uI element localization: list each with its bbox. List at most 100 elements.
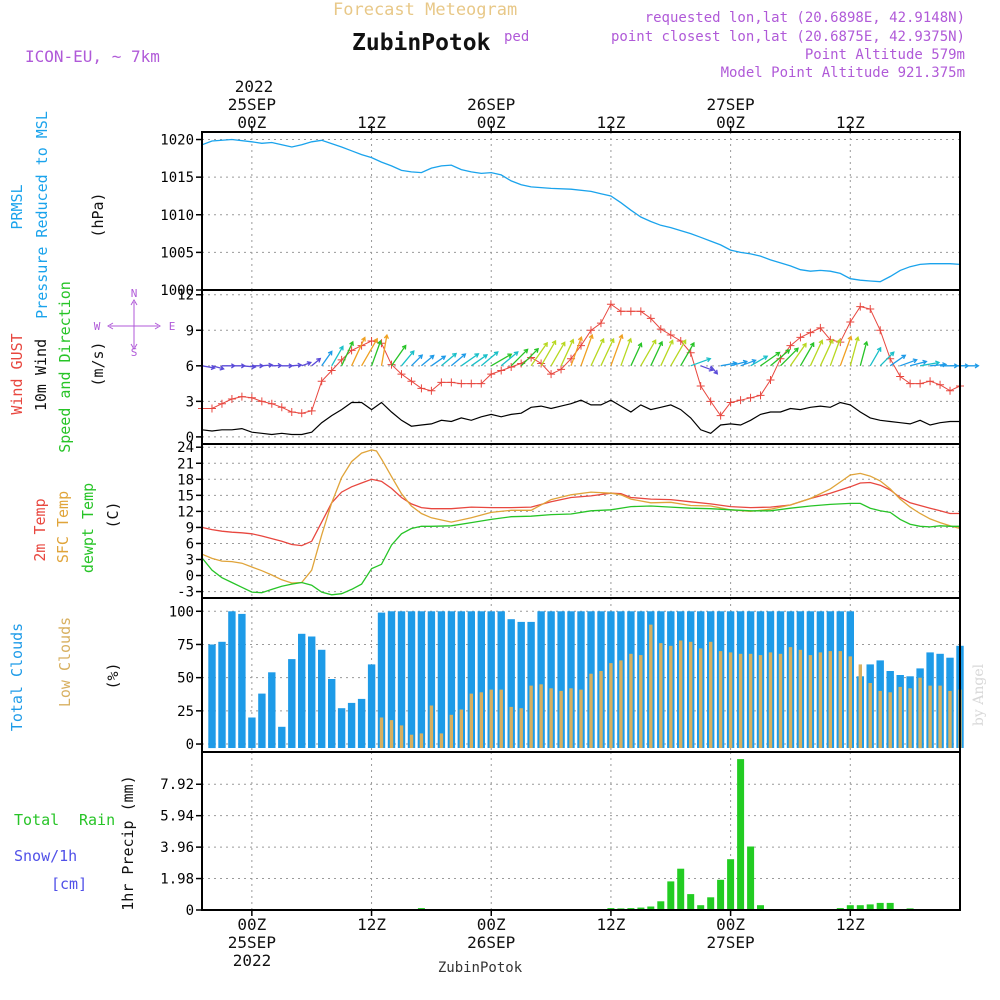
gust-point-53 <box>726 398 735 407</box>
low-cloud-bar-23 <box>439 733 444 748</box>
wind-unit: (m/s) <box>89 341 107 386</box>
cloud-unit: (%) <box>104 662 122 689</box>
bottom-hour-label-3: 12Z <box>596 915 625 934</box>
wind-arrow-10 <box>301 361 313 367</box>
low-cloud-bar-21 <box>419 733 424 748</box>
wind-arrow-17 <box>370 339 382 367</box>
low-cloud-bar-53 <box>738 653 743 749</box>
wind10m-line <box>201 399 960 436</box>
gust-point-27 <box>467 379 476 388</box>
ytick-label-1: 3 <box>186 394 194 410</box>
gust-point-68 <box>876 326 885 335</box>
low-cloud-bar-20 <box>409 734 414 748</box>
low-cloud-bar-25 <box>459 709 463 748</box>
low-cloud-bar-17 <box>379 717 384 748</box>
gust-point-62 <box>816 323 825 332</box>
wind-arrow-16 <box>361 337 378 367</box>
wind-arrow-51 <box>710 365 719 375</box>
panel-wind: 0 3 6 9 12 <box>177 288 980 446</box>
model-label: ICON-EU, ~ 7km <box>25 47 160 66</box>
ytick-label-2: 6 <box>186 359 194 375</box>
bottom-date-label-4: 27SEP <box>707 933 755 952</box>
rain-bar-43 <box>637 907 645 910</box>
wind-arrow-68 <box>879 351 895 367</box>
low-cloud-bar-50 <box>709 641 713 748</box>
total-cloud-bar-10 <box>308 636 316 748</box>
low-cloud-bar-67 <box>878 690 882 748</box>
wind-arrow-24 <box>440 352 458 367</box>
total-cloud-bar-28 <box>487 611 495 748</box>
low-cloud-bar-34 <box>549 688 553 748</box>
top-date-label-0: 25SEP <box>228 95 276 114</box>
panel-frame-0 <box>201 131 961 291</box>
gust-point-29 <box>487 370 496 379</box>
total-cloud-bar-1 <box>218 641 226 748</box>
total-cloud-bar-3 <box>238 613 246 748</box>
gust-point-45 <box>646 314 655 323</box>
wind-arrow-67 <box>869 346 882 367</box>
low-cloud-bar-19 <box>399 725 404 748</box>
wind-arrow-9 <box>291 362 303 368</box>
location-title: ZubinPotok <box>352 30 491 56</box>
total-cloud-bar-19 <box>397 611 406 748</box>
total-cloud-bar-12 <box>328 679 336 748</box>
footer-location: ZubinPotok <box>438 960 523 976</box>
low-cloud-bar-63 <box>838 651 842 748</box>
total-cloud-bar-25 <box>457 611 465 748</box>
top-hour-label-2: 00Z <box>477 113 506 132</box>
total-cloud-bar-30 <box>507 619 515 748</box>
gust-point-71 <box>906 379 915 388</box>
wind-arrow-21 <box>410 354 424 367</box>
low-cloud-bar-31 <box>519 708 523 748</box>
rain-bar-46 <box>667 881 675 910</box>
ytick-label-1: 1005 <box>160 245 194 261</box>
gust-point-12 <box>317 377 326 386</box>
panel-precipitation: 0 1.98 3.96 5.94 7.92 <box>160 752 960 919</box>
gust-point-55 <box>746 393 755 402</box>
low-cloud-bar-49 <box>699 648 703 748</box>
low-cloud-bar-32 <box>529 685 533 748</box>
temp-line-2 <box>201 502 960 596</box>
wind-arrow-20 <box>401 350 415 367</box>
point-altitude: Point Altitude 579m <box>805 47 965 63</box>
gust-point-6 <box>257 397 266 406</box>
low-cloud-bar-59 <box>798 649 803 748</box>
low-cloud-bar-24 <box>449 714 453 748</box>
wind-arrow-27 <box>470 354 489 367</box>
wind-arrow-70 <box>899 358 918 367</box>
low-cloud-bar-51 <box>718 651 723 748</box>
wind-arrow-45 <box>650 340 664 367</box>
gust-point-20 <box>397 370 406 379</box>
gust-point-50 <box>696 381 705 390</box>
wind-arrow-8 <box>281 363 294 369</box>
pressure-unit: (hPa) <box>89 192 107 237</box>
gust-point-36 <box>557 365 566 374</box>
wind-arrow-61 <box>809 339 824 367</box>
gust-point-9 <box>287 408 296 417</box>
gust-point-1 <box>207 404 216 413</box>
gust-point-26 <box>457 379 466 388</box>
precip-labels: Total Rain Snow/1h [cm] 1hr Precip (mm) <box>14 775 137 910</box>
gust-point-22 <box>417 384 426 393</box>
gust-point-54 <box>736 396 745 405</box>
low-cloud-bar-73 <box>938 685 942 748</box>
gust-point-75 <box>946 386 955 395</box>
total-cloud-bar-27 <box>477 611 485 748</box>
low-cloud-bar-64 <box>848 656 852 748</box>
wind-labels: Wind GUST 10m Wind Speed and Direction (… <box>8 281 175 453</box>
total-cloud-bar-37 <box>577 611 585 748</box>
wind-arrow-53 <box>730 359 749 367</box>
wind-arrow-50 <box>700 365 714 372</box>
gust-point-13 <box>327 366 336 375</box>
ytick-label-0: -3 <box>177 585 194 601</box>
rain-bar-51 <box>717 879 725 910</box>
rain-bar-67 <box>876 902 884 910</box>
gust-point-8 <box>277 403 286 412</box>
wind-arrow-38 <box>580 333 594 367</box>
wind-arrow-42 <box>620 337 633 367</box>
low-cloud-bar-74 <box>948 690 952 748</box>
wind-arrow-76 <box>960 363 980 369</box>
wind-arrow-56 <box>760 351 781 367</box>
bottom-hour-label-1: 12Z <box>357 915 386 934</box>
